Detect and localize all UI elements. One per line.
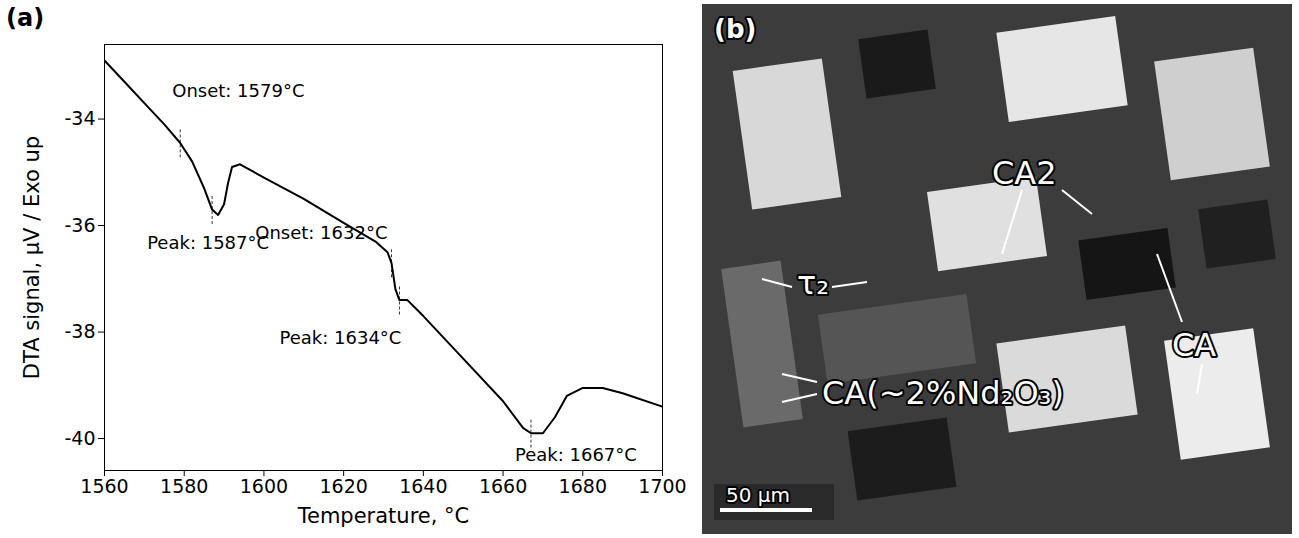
svg-text:1640: 1640 [399,475,447,497]
svg-text:CA2: CA2 [992,154,1057,192]
svg-text:Peak: 1667°C: Peak: 1667°C [515,444,637,465]
svg-text:-36: -36 [64,214,95,236]
svg-text:Temperature, °C: Temperature, °C [297,504,470,528]
svg-text:1700: 1700 [638,475,686,497]
svg-text:1660: 1660 [479,475,527,497]
svg-text:Onset: 1632°C: Onset: 1632°C [255,222,387,243]
html-text:(a): (a) [6,4,45,32]
svg-text:1560: 1560 [80,475,128,497]
svg-text:1680: 1680 [559,475,607,497]
svg-text:Peak: 1634°C: Peak: 1634°C [280,327,402,348]
svg-text:-40: -40 [64,427,95,449]
svg-text:CA: CA [1172,326,1216,364]
svg-text:50 µm: 50 µm [726,483,790,507]
svg-text:CA(~2%Nd₂O₃): CA(~2%Nd₂O₃) [822,374,1064,412]
svg-text:-38: -38 [64,320,95,342]
svg-text:DTA signal, µV / Exo up: DTA signal, µV / Exo up [20,136,44,379]
svg-text:Onset: 1579°C: Onset: 1579°C [172,80,304,101]
svg-text:(b): (b) [714,14,756,44]
svg-text:1620: 1620 [319,475,367,497]
svg-text:Peak: 1587°C: Peak: 1587°C [147,232,269,253]
svg-text:-34: -34 [64,107,95,129]
svg-text:τ₂: τ₂ [797,264,829,302]
svg-text:1600: 1600 [240,475,288,497]
svg-text:1580: 1580 [160,475,208,497]
